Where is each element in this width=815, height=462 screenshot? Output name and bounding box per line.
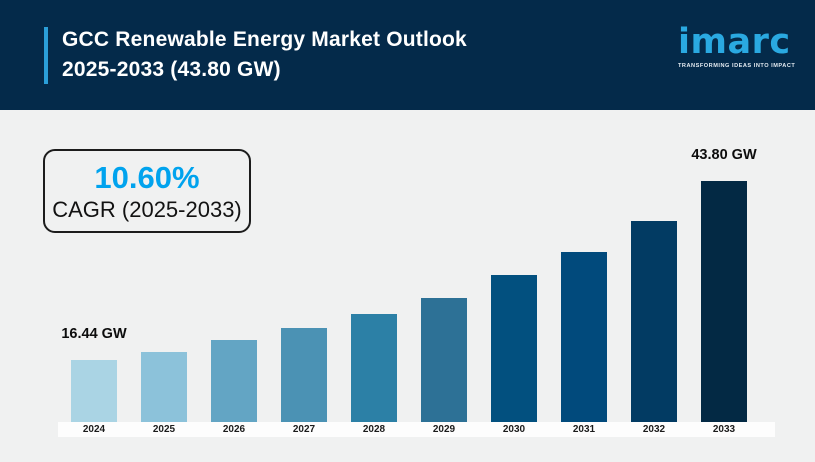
bar-2033 — [701, 181, 747, 422]
imarc-logo-wordmark: imarc — [678, 22, 791, 62]
cagr-label: CAGR (2025-2033) — [52, 196, 242, 222]
imarc-logo: imarc TRANSFORMING IDEAS INTO IMPACT — [678, 22, 796, 69]
bar-2029 — [421, 298, 467, 422]
page-title-line1: GCC Renewable Energy Market Outlook — [62, 28, 467, 51]
x-tick-label-2025: 2025 — [152, 424, 176, 435]
x-tick-label-2029: 2029 — [432, 424, 456, 435]
x-tick-label-2031: 2031 — [572, 424, 596, 435]
bar-2025 — [141, 352, 187, 422]
x-tick-label-2032: 2032 — [642, 424, 666, 435]
cagr-value: 10.60% — [94, 159, 200, 195]
x-tick-label-2028: 2028 — [362, 424, 386, 435]
bar-2026 — [211, 340, 257, 422]
x-tick-label-2030: 2030 — [502, 424, 526, 435]
imarc-logo-tagline: TRANSFORMING IDEAS INTO IMPACT — [678, 63, 796, 69]
bar-2032 — [631, 221, 677, 422]
x-tick-label-2026: 2026 — [222, 424, 246, 435]
cagr-badge: 10.60% CAGR (2025-2033) — [43, 149, 251, 233]
bar-2028 — [351, 314, 397, 422]
bar-2031 — [561, 252, 607, 422]
title-accent-bar — [44, 27, 48, 84]
data-label-2033: 43.80 GW — [691, 147, 757, 163]
header: GCC Renewable Energy Market Outlook 2025… — [0, 0, 815, 110]
x-tick-label-2033: 2033 — [712, 424, 736, 435]
page-title: GCC Renewable Energy Market Outlook 2025… — [62, 25, 467, 85]
page-title-line2: 2025-2033 (43.80 GW) — [62, 58, 281, 81]
data-label-2024: 16.44 GW — [61, 326, 127, 342]
bar-2027 — [281, 328, 327, 422]
x-axis-strip — [58, 422, 775, 437]
bar-2024 — [71, 360, 117, 422]
x-tick-label-2027: 2027 — [292, 424, 316, 435]
x-tick-label-2024: 2024 — [82, 424, 106, 435]
bar-2030 — [491, 275, 537, 422]
